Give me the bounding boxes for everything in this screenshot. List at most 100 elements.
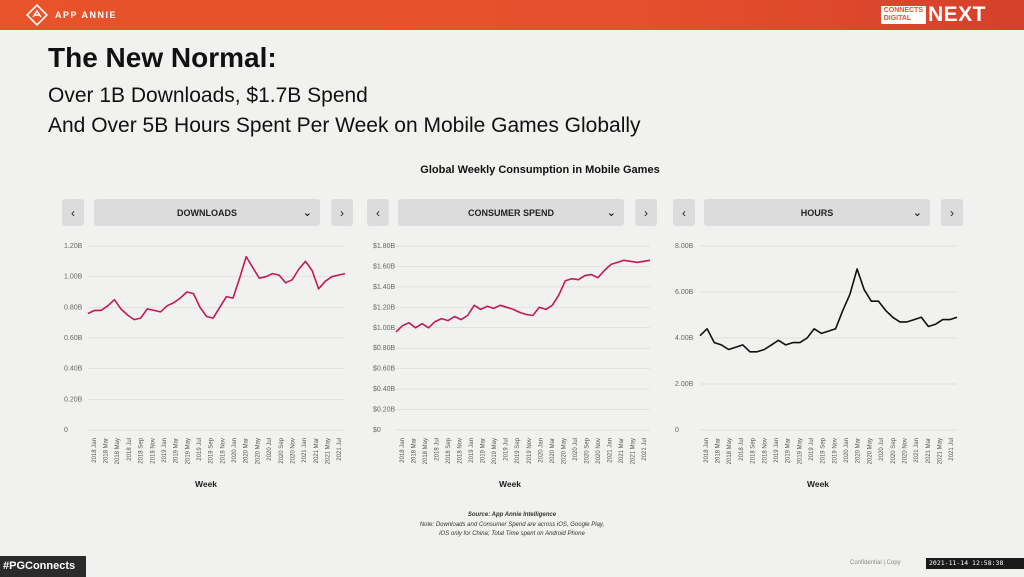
x-tick-label: 2020 Nov (290, 438, 296, 464)
x-tick-label: 2020 Mar (550, 438, 556, 463)
x-tick-label: 2018 Sep (446, 437, 452, 463)
x-tick-label: 2018 Jan (92, 438, 98, 463)
event-logo-stack: CONNECTS DIGITAL (880, 6, 926, 24)
chevron-right-icon: › (340, 205, 344, 220)
x-tick-label: 2021 Mar (619, 438, 625, 463)
x-tick-label: 2019 Jan (162, 438, 168, 463)
x-tick-label: 2019 Mar (786, 438, 792, 463)
x-tick-label: 2019 May (185, 438, 191, 464)
app-annie-icon (26, 4, 48, 26)
y-tick-label: $1.80B (373, 243, 396, 250)
x-tick-label: 2019 Jul (504, 438, 510, 461)
x-tick-label: 2020 Sep (891, 437, 897, 463)
x-axis-label: Week (499, 479, 521, 489)
spend-metric-dropdown[interactable]: CONSUMER SPEND ⌄ (398, 199, 624, 226)
x-tick-label: 2020 Nov (596, 438, 602, 464)
y-tick-label: 8.00B (675, 243, 694, 250)
chart-1: $0 $0.20B $0.40B $0.60B $0.80B $1.00B $1.20B $1… (373, 243, 651, 489)
y-tick-label: $0 (373, 427, 381, 434)
y-tick-label: 0 (64, 427, 68, 434)
x-tick-label: 2020 Sep (585, 437, 591, 463)
x-tick-label: 2018 Jul (127, 438, 133, 461)
series-line (699, 268, 958, 353)
chevron-down-icon: ⌄ (912, 207, 922, 219)
y-tick-label: 1.20B (64, 243, 83, 250)
y-tick-label: $0.40B (373, 386, 396, 393)
x-tick-label: 2018 Sep (139, 437, 145, 463)
x-tick-label: 2020 May (255, 438, 261, 464)
x-tick-label: 2018 Jul (739, 438, 745, 461)
x-tick-label: 2019 Nov (220, 438, 226, 464)
confidential-label: Confidential | Copy (850, 560, 901, 566)
x-tick-label: 2018 May (423, 438, 429, 464)
x-tick-label: 2020 Mar (244, 438, 250, 463)
x-tick-label: 2021 Jan (608, 438, 614, 463)
y-tick-label: $0.60B (373, 366, 396, 373)
x-tick-label: 2018 Sep (751, 437, 757, 463)
downloads-prev-button[interactable]: ‹ (62, 199, 84, 226)
x-tick-label: 2019 Mar (174, 438, 180, 463)
x-tick-label: 2018 Jan (400, 438, 406, 463)
x-tick-label: 2019 Jul (197, 438, 203, 461)
y-tick-label: $1.60B (373, 263, 396, 270)
x-tick-label: 2018 Nov (762, 438, 768, 464)
x-tick-label: 2020 Jul (879, 438, 885, 461)
x-tick-label: 2019 May (797, 438, 803, 464)
x-tick-label: 2020 Jan (844, 438, 850, 463)
y-tick-label: 0.80B (64, 304, 83, 311)
downloads-next-button[interactable]: › (331, 199, 353, 226)
downloads-metric-dropdown[interactable]: DOWNLOADS ⌄ (94, 199, 320, 226)
y-tick-label: 6.00B (675, 289, 694, 296)
chevron-left-icon: ‹ (71, 205, 75, 220)
y-tick-label: 1.00B (64, 274, 83, 281)
x-tick-label: 2020 Jul (267, 438, 273, 461)
x-tick-label: 2020 Sep (279, 437, 285, 463)
x-tick-label: 2021 Jul (337, 438, 343, 461)
x-tick-label: 2018 Jan (704, 438, 710, 463)
x-tick-label: 2021 Jan (302, 438, 308, 463)
x-tick-label: 2018 Mar (104, 438, 110, 463)
x-tick-label: 2019 Sep (821, 437, 827, 463)
x-tick-label: 2018 Nov (458, 438, 464, 464)
y-tick-label: 0.20B (64, 396, 83, 403)
x-tick-label: 2020 May (867, 438, 873, 464)
y-tick-label: 0.40B (64, 366, 83, 373)
x-tick-label: 2019 Nov (832, 438, 838, 464)
x-tick-label: 2019 Mar (481, 438, 487, 463)
y-tick-label: $0.80B (373, 345, 396, 352)
page-title: The New Normal: (48, 42, 277, 73)
chart-2: 0 2.00B 4.00B 6.00B 8.00B 2018 Jan 2018 Mar 201… (675, 243, 958, 489)
spend-prev-button[interactable]: ‹ (367, 199, 389, 226)
x-tick-label: 2020 Jul (573, 438, 579, 461)
series-line (395, 259, 651, 333)
x-tick-label: 2020 Nov (902, 438, 908, 464)
x-tick-label: 2021 Jul (642, 438, 648, 461)
hashtag-label: #PGConnects (0, 556, 86, 577)
dropdown-label: CONSUMER SPEND (467, 207, 554, 218)
chevron-left-icon: ‹ (376, 205, 380, 220)
brand-name: APP ANNIE (55, 10, 118, 20)
hours-prev-button[interactable]: ‹ (673, 199, 695, 226)
dropdown-label: DOWNLOADS (177, 207, 237, 218)
event-logo-mid: DIGITAL (883, 15, 912, 22)
x-tick-label: 2020 Jan (538, 438, 544, 463)
chevron-left-icon: ‹ (682, 205, 686, 220)
x-tick-label: 2019 May (492, 438, 498, 464)
x-tick-label: 2021 Jul (949, 438, 955, 461)
x-tick-label: 2019 Jul (809, 438, 815, 461)
dropdown-label: HOURS (800, 207, 834, 218)
event-logo-next: NEXT (927, 3, 986, 26)
x-tick-label: 2020 Mar (856, 438, 862, 463)
chart-group-title: Global Weekly Consumption in Mobile Game… (420, 164, 660, 176)
y-tick-label: $0.20B (373, 407, 396, 414)
x-tick-label: 2021 May (937, 438, 943, 464)
page-subtitle-2: And Over 5B Hours Spent Per Week on Mobi… (48, 114, 641, 137)
event-logo: CONNECTS DIGITAL NEXT (880, 3, 986, 27)
spend-next-button[interactable]: › (635, 199, 657, 226)
hours-next-button[interactable]: › (941, 199, 963, 226)
hours-metric-dropdown[interactable]: HOURS ⌄ (704, 199, 930, 226)
x-tick-label: 2019 Jan (469, 438, 475, 463)
x-tick-label: 2019 Jan (774, 438, 780, 463)
x-tick-label: 2018 Nov (150, 438, 156, 464)
